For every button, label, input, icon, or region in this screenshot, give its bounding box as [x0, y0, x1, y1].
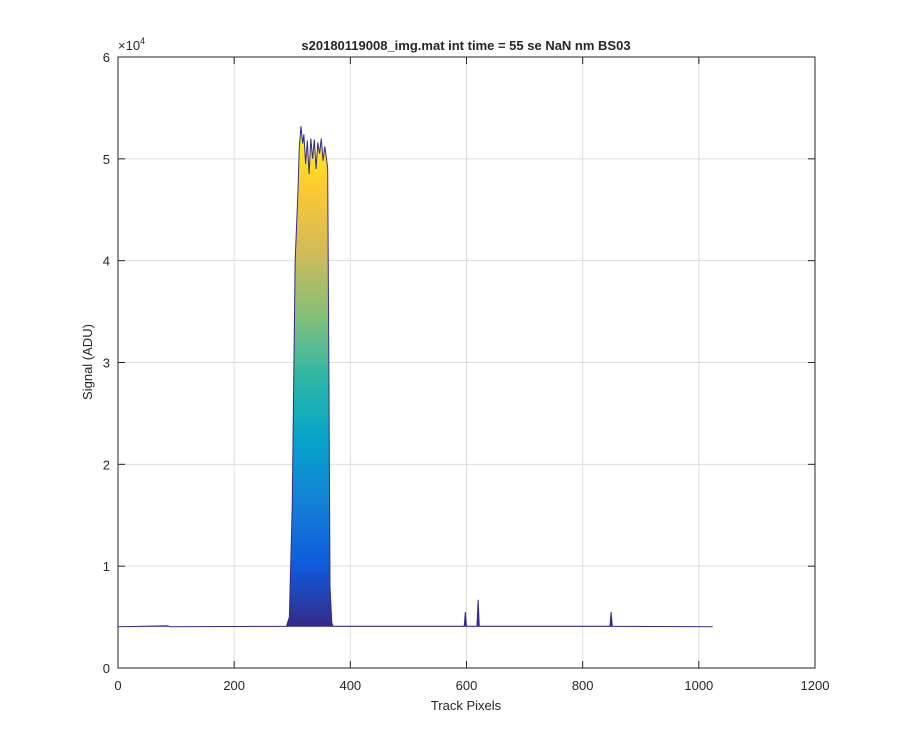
x-tick-label: 800: [572, 678, 594, 693]
x-tick-label: 1200: [801, 678, 830, 693]
y-axis-ticks: 0 1 2 3 4 5 6: [103, 50, 815, 676]
x-tick-label: 400: [339, 678, 361, 693]
grid-lines: [118, 57, 815, 668]
data-series: [118, 126, 713, 628]
x-tick-label: 200: [223, 678, 245, 693]
y-tick-label: 1: [103, 559, 110, 574]
y-tick-label: 5: [103, 152, 110, 167]
y-tick-label: 2: [103, 457, 110, 472]
chart-title: s20180119008_img.mat int time = 55 se Na…: [301, 38, 630, 53]
x-axis-ticks: 0 200 400 600 800 1000 1200: [114, 57, 829, 693]
x-axis-label: Track Pixels: [431, 698, 502, 713]
y-tick-label: 4: [103, 254, 110, 269]
x-tick-label: 600: [456, 678, 478, 693]
y-tick-label: 0: [103, 661, 110, 676]
y-tick-label: 3: [103, 356, 110, 371]
y-exponent-label: ×104: [118, 36, 145, 53]
y-axis-label: Signal (ADU): [80, 324, 95, 400]
x-tick-label: 0: [114, 678, 121, 693]
x-tick-label: 1000: [684, 678, 713, 693]
signal-line: [118, 126, 713, 628]
y-tick-label: 6: [103, 50, 110, 65]
